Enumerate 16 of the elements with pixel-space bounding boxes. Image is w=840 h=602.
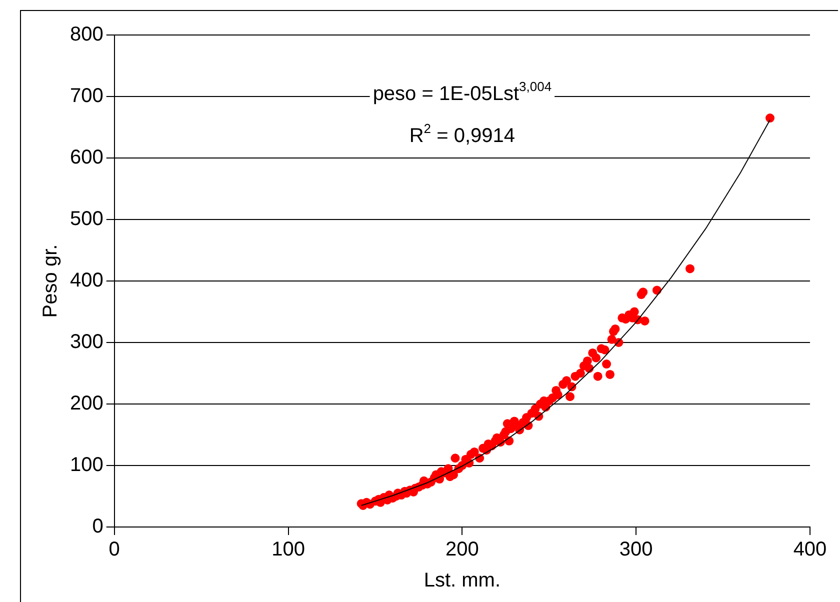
y-tick-label: 700 bbox=[70, 85, 104, 108]
y-tick-label: 100 bbox=[70, 454, 104, 476]
x-tick-label: 0 bbox=[108, 538, 120, 561]
y-tick-label: 600 bbox=[70, 146, 104, 169]
y-axis-title: Peso gr. bbox=[40, 244, 62, 318]
y-tick-label: 800 bbox=[70, 24, 104, 46]
x-axis-title: Lst. mm. bbox=[424, 570, 501, 592]
y-tick-label: 400 bbox=[70, 270, 104, 292]
y-tick-label: 200 bbox=[70, 392, 104, 415]
x-tick-label: 300 bbox=[619, 538, 653, 561]
y-tick-label: 500 bbox=[70, 208, 104, 230]
x-tick-label: 100 bbox=[272, 538, 305, 561]
x-tick-label: 400 bbox=[793, 538, 827, 561]
x-tick-label: 200 bbox=[445, 538, 479, 561]
y-tick-label: 300 bbox=[70, 331, 104, 354]
y-tick-label: 0 bbox=[92, 516, 104, 538]
